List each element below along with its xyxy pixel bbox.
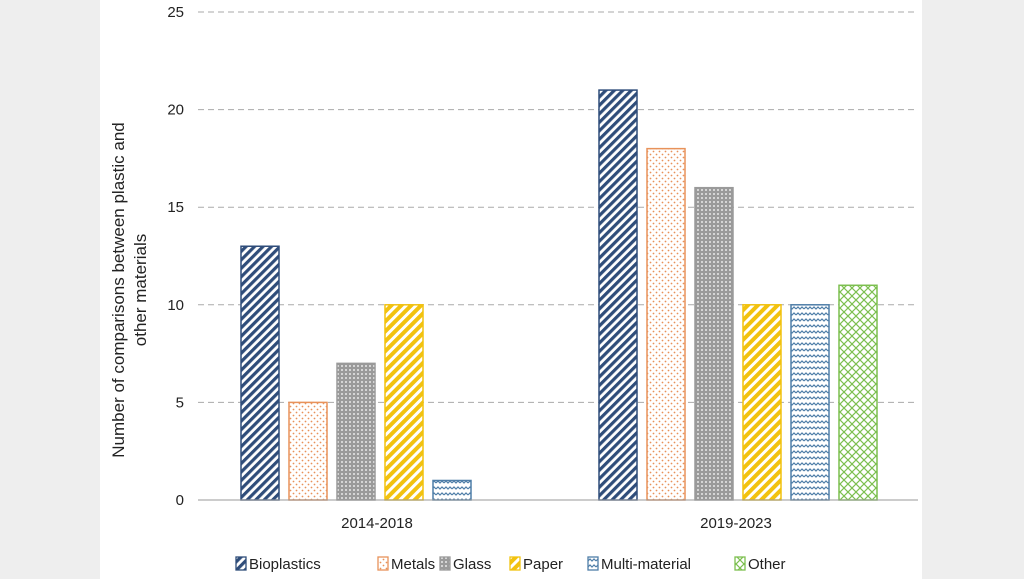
- bar-paper-2014-2018: [384, 304, 424, 501]
- bar-multi-material-2014-2018: [432, 479, 472, 501]
- bar-bioplastics-2019-2023: [598, 89, 638, 501]
- y-tick-label: 15: [167, 199, 184, 216]
- y-tick-label: 10: [167, 297, 184, 314]
- bar-other-2019-2023: [838, 284, 878, 501]
- x-category-label: 2019-2023: [700, 515, 772, 532]
- bar-metals-2019-2023: [646, 147, 686, 501]
- y-tick-label: 5: [176, 394, 184, 411]
- legend-label: Other: [748, 556, 786, 573]
- legend-label: Paper: [523, 556, 563, 573]
- bar-chart: 0 5 10 15 20 25 2014-2018 2019-2023 Number of …: [109, 4, 918, 573]
- legend-swatch-metals: [377, 556, 389, 571]
- y-tick-label: 0: [176, 492, 184, 509]
- y-tick-label: 20: [167, 102, 184, 119]
- legend-swatch-other: [734, 556, 746, 571]
- bars: [240, 89, 878, 501]
- y-axis-ticks: 0 5 10 15 20 25: [167, 4, 184, 509]
- bar-multi-material-2019-2023: [790, 304, 830, 501]
- chart-frame: 0 5 10 15 20 25 2014-2018 2019-2023 Number of …: [100, 0, 922, 579]
- y-axis-label: Number of comparisons between plastic an…: [109, 122, 150, 457]
- legend: Bioplastics Metals Glass Paper Multi-materia…: [235, 556, 786, 573]
- y-axis-label-line: Number of comparisons between plastic an…: [109, 122, 128, 457]
- bar-metals-2014-2018: [288, 401, 328, 501]
- bar-glass-2019-2023: [694, 186, 734, 501]
- legend-swatch-paper: [509, 556, 521, 571]
- legend-swatch-multi-material: [587, 556, 599, 571]
- legend-swatch-glass: [439, 556, 451, 571]
- legend-label: Multi-material: [601, 556, 691, 573]
- bar-paper-2019-2023: [742, 304, 782, 501]
- y-axis-label-line: other materials: [131, 234, 150, 346]
- legend-swatch-bioplastics: [235, 556, 247, 571]
- x-category-label: 2014-2018: [341, 515, 413, 532]
- y-tick-label: 25: [167, 4, 184, 21]
- legend-label: Bioplastics: [249, 556, 321, 573]
- x-axis-categories: 2014-2018 2019-2023: [341, 515, 772, 532]
- legend-label: Glass: [453, 556, 491, 573]
- bar-bioplastics-2014-2018: [240, 245, 280, 501]
- legend-label: Metals: [391, 556, 435, 573]
- bar-glass-2014-2018: [336, 362, 376, 501]
